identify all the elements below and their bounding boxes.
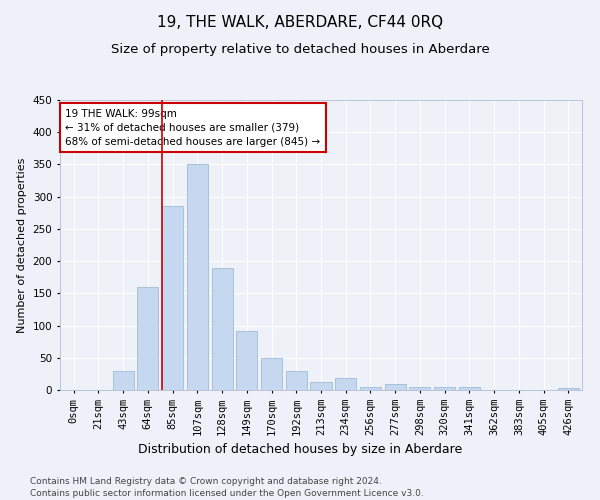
Text: 19, THE WALK, ABERDARE, CF44 0RQ: 19, THE WALK, ABERDARE, CF44 0RQ	[157, 15, 443, 30]
Bar	[335, 378, 356, 390]
Bar	[162, 206, 183, 390]
Bar	[236, 330, 257, 390]
Text: Distribution of detached houses by size in Aberdare: Distribution of detached houses by size …	[138, 442, 462, 456]
Bar	[187, 164, 208, 390]
Text: Size of property relative to detached houses in Aberdare: Size of property relative to detached ho…	[110, 42, 490, 56]
Bar	[261, 358, 282, 390]
Bar	[286, 370, 307, 390]
Bar	[558, 388, 579, 390]
Bar	[459, 387, 480, 390]
Text: Contains public sector information licensed under the Open Government Licence v3: Contains public sector information licen…	[30, 489, 424, 498]
Bar	[137, 287, 158, 390]
Bar	[212, 268, 233, 390]
Bar	[113, 370, 134, 390]
Text: Contains HM Land Registry data © Crown copyright and database right 2024.: Contains HM Land Registry data © Crown c…	[30, 478, 382, 486]
Text: 19 THE WALK: 99sqm
← 31% of detached houses are smaller (379)
68% of semi-detach: 19 THE WALK: 99sqm ← 31% of detached hou…	[65, 108, 320, 146]
Bar	[385, 384, 406, 390]
Y-axis label: Number of detached properties: Number of detached properties	[17, 158, 27, 332]
Bar	[409, 387, 430, 390]
Bar	[360, 387, 381, 390]
Bar	[310, 382, 332, 390]
Bar	[434, 387, 455, 390]
